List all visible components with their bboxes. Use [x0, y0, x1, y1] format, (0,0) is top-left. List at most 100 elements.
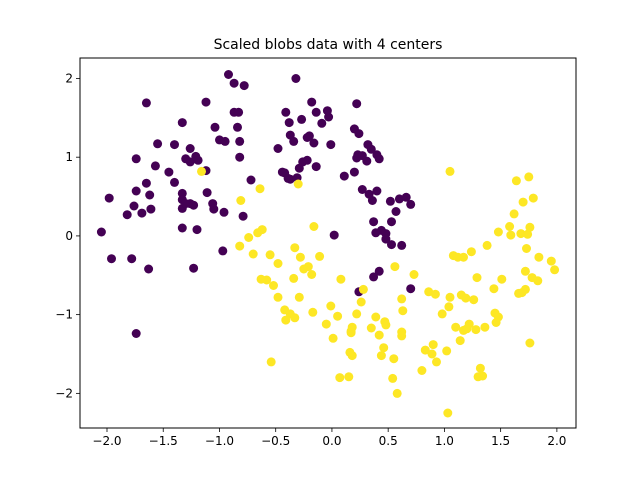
point-series-1-15: [303, 262, 313, 272]
x-tick-label: 2.0: [547, 434, 566, 448]
point-series-0-86: [357, 151, 367, 161]
point-series-1-21: [269, 281, 278, 290]
point-series-0-47: [144, 264, 154, 274]
point-series-0-93: [401, 192, 411, 202]
point-series-0-48: [189, 200, 199, 210]
point-series-1-84: [493, 227, 503, 237]
y-tick-label: 2: [65, 71, 73, 85]
point-series-0-6: [229, 78, 239, 88]
point-series-0-3: [201, 97, 211, 107]
point-series-1-97: [534, 252, 544, 262]
point-series-1-86: [509, 209, 519, 219]
point-series-1-45: [376, 351, 386, 361]
point-series-0-96: [387, 217, 396, 227]
point-series-0-17: [220, 136, 230, 146]
point-series-1-47: [397, 331, 407, 341]
point-series-0-71: [283, 173, 293, 183]
point-series-1-2: [255, 184, 265, 194]
point-series-0-109: [364, 189, 374, 199]
point-series-1-111: [525, 222, 535, 232]
point-series-0-62: [273, 144, 283, 153]
point-series-1-91: [523, 229, 533, 239]
point-series-0-99: [371, 228, 381, 238]
point-series-1-31: [333, 311, 343, 321]
point-series-1-98: [550, 265, 560, 275]
point-series-1-57: [444, 302, 454, 312]
point-series-0-36: [209, 204, 219, 214]
point-series-0-22: [235, 152, 245, 162]
point-series-1-78: [472, 273, 482, 283]
point-series-0-44: [96, 227, 106, 237]
point-series-1-20: [256, 274, 266, 284]
point-series-0-54: [284, 118, 294, 128]
point-series-1-16: [307, 270, 317, 279]
point-series-0-64: [289, 136, 299, 146]
point-series-1-92: [524, 172, 534, 182]
point-series-1-82: [493, 312, 503, 322]
point-series-1-56: [445, 292, 455, 302]
point-series-1-41: [389, 354, 399, 364]
point-series-0-42: [122, 210, 132, 220]
point-series-1-28: [308, 307, 318, 317]
y-axis: −2 −1 0 1 2: [55, 71, 80, 400]
point-series-1-103: [344, 372, 354, 382]
point-series-0-58: [317, 118, 327, 128]
point-series-1-8: [248, 249, 258, 259]
point-series-0-37: [219, 207, 229, 217]
point-series-1-11: [290, 243, 300, 253]
point-series-1-115: [546, 256, 556, 266]
point-series-0-78: [354, 129, 364, 139]
point-series-1-26: [281, 315, 291, 325]
point-series-0-94: [406, 199, 416, 209]
point-series-0-25: [141, 178, 151, 188]
point-series-0-34: [202, 188, 212, 198]
point-series-1-68: [478, 371, 488, 381]
point-series-0-27: [164, 167, 174, 177]
point-series-0-105: [374, 266, 384, 276]
point-series-1-48: [397, 294, 407, 304]
point-series-1-71: [469, 295, 479, 305]
point-series-1-17: [315, 251, 325, 261]
point-series-0-14: [193, 155, 203, 165]
chart-title: Scaled blobs data with 4 centers: [214, 37, 443, 53]
point-series-0-45: [107, 254, 116, 264]
point-series-0-110: [372, 186, 382, 196]
point-series-1-88: [516, 229, 526, 239]
point-series-1-25: [290, 313, 300, 323]
point-series-0-103: [397, 240, 407, 250]
point-series-1-43: [392, 388, 402, 398]
point-series-0-95: [391, 207, 401, 216]
point-series-0-52: [131, 329, 141, 338]
point-series-0-55: [297, 114, 307, 124]
point-series-1-75: [459, 252, 468, 262]
y-tick-label: −1: [55, 308, 73, 322]
x-tick-label: −2.0: [92, 434, 121, 448]
y-tick-label: 0: [65, 229, 73, 243]
point-series-1-34: [352, 309, 362, 319]
point-series-0-19: [234, 107, 244, 117]
x-tick-label: −0.5: [261, 434, 290, 448]
point-series-1-61: [451, 322, 461, 332]
point-series-1-18: [309, 222, 319, 231]
point-series-0-97: [369, 217, 379, 227]
point-series-1-5: [244, 233, 254, 242]
point-series-1-95: [520, 266, 530, 276]
point-series-1-65: [455, 336, 465, 346]
point-series-0-28: [170, 177, 179, 187]
point-series-0-33: [181, 199, 191, 209]
point-series-1-66: [475, 363, 485, 373]
point-series-1-44: [379, 343, 389, 353]
point-series-0-8: [291, 74, 301, 83]
point-series-1-102: [335, 373, 345, 383]
point-series-1-36: [358, 284, 368, 294]
point-series-1-113: [522, 244, 531, 253]
point-series-1-110: [514, 288, 524, 298]
point-series-0-1: [153, 139, 163, 149]
point-series-1-3: [293, 179, 303, 189]
point-series-0-91: [385, 196, 395, 206]
point-series-0-101: [381, 234, 391, 244]
point-series-0-60: [322, 106, 332, 116]
point-series-1-105: [336, 274, 346, 284]
